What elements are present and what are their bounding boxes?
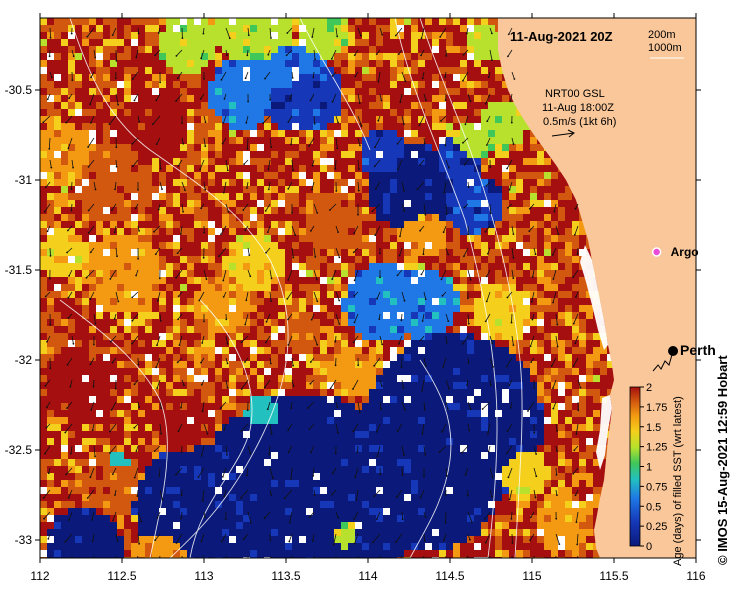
- y-tick-label: -30.5: [5, 83, 33, 97]
- current-time: 11-Aug 18:00Z: [542, 102, 614, 114]
- land-mass: [498, 18, 696, 558]
- y-tick-label: -32: [15, 353, 33, 367]
- colorbar-tick-label: 0: [646, 541, 652, 553]
- perth-label: Perth: [680, 342, 716, 358]
- bathy-legend-1000m: 1000m: [648, 42, 682, 54]
- colorbar-tick-label: 0.25: [646, 521, 667, 533]
- y-axis-ticks: -30.5 -31 -31.5 -32 -32.5 -33: [5, 83, 701, 547]
- x-tick-label: 114.5: [435, 569, 464, 583]
- colorbar-ticks: 0 0.25 0.5 0.75 1 1.25 1.5 1.75 2: [640, 382, 667, 553]
- argo-float-marker[interactable]: [651, 247, 662, 257]
- x-tick-label: 115: [522, 569, 541, 583]
- y-tick-label: -32.5: [5, 443, 33, 457]
- perth-coast-glyph: [652, 350, 674, 372]
- x-axis-ticks: 112 112.5 113 113.5 114 114.5 115 115.5 116: [30, 13, 706, 583]
- credit-text: © IMOS 15-Aug-2021 12:59 Hobart: [715, 355, 730, 565]
- y-tick-label: -31: [15, 173, 33, 187]
- current-scale-arrow: [551, 129, 575, 138]
- x-tick-label: 114: [358, 569, 377, 583]
- colorbar-tick-label: 0.5: [646, 501, 661, 513]
- x-tick-label: 112.5: [107, 569, 136, 583]
- argo-label: Argo: [671, 245, 699, 259]
- x-tick-label: 113.5: [271, 569, 300, 583]
- bathymetry-contours: [59, 18, 523, 558]
- colorbar-tick-label: 2: [646, 382, 652, 394]
- colorbar-tick-label: 1.75: [646, 402, 667, 414]
- colorbar: [629, 386, 641, 547]
- colorbar-tick-label: 1.5: [646, 422, 661, 434]
- colorbar-tick-label: 1.25: [646, 442, 667, 454]
- x-tick-label: 115.5: [599, 569, 628, 583]
- colorbar-tick-label: 0.75: [646, 481, 667, 493]
- colorbar-tick-label: 1: [646, 462, 652, 474]
- map-title: 11-Aug-2021 20Z: [510, 29, 613, 44]
- current-scale: 0.5m/s (1kt 6h): [543, 116, 616, 128]
- bathy-legend-200m: 200m: [648, 29, 676, 41]
- coastal-no-data: [580, 245, 612, 470]
- x-tick-label: 113: [194, 569, 213, 583]
- current-source: NRT00 GSL: [545, 88, 605, 100]
- y-tick-label: -33: [15, 533, 33, 547]
- x-tick-label: 112: [30, 569, 49, 583]
- current-vectors: [42, 27, 582, 558]
- x-tick-label: 116: [686, 569, 705, 583]
- colorbar-title: Age (days) of filled SST (wrt latest): [672, 396, 684, 566]
- y-tick-label: -31.5: [5, 263, 33, 277]
